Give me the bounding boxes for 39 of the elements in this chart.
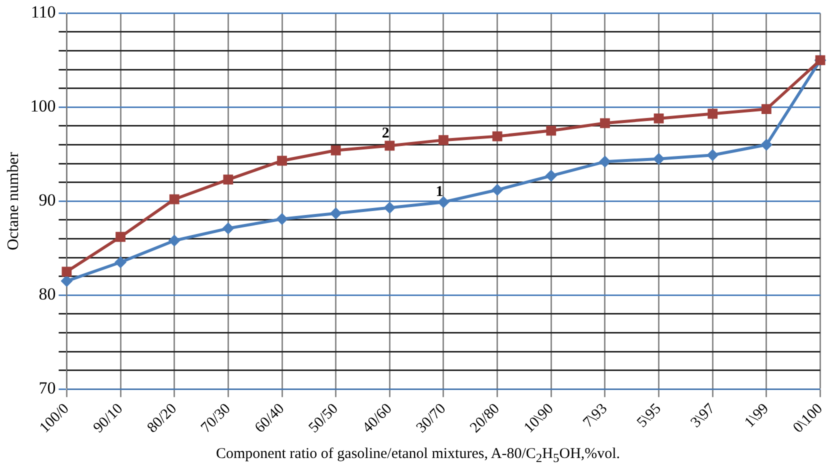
point xyxy=(492,131,502,142)
x-tick-label: 5\95 xyxy=(634,400,664,431)
point xyxy=(330,207,342,220)
y-tick-label: 100 xyxy=(30,96,56,116)
point xyxy=(276,213,288,226)
point xyxy=(546,126,556,136)
x-axis-title: Component ratio of gasoline/etanol mixtures, A-80/C$_{2}$H$_{5}$OH,%vol. xyxy=(214,446,622,466)
point xyxy=(169,194,180,204)
series-label: 1 xyxy=(436,184,444,200)
point xyxy=(600,118,610,128)
point xyxy=(62,266,72,277)
point xyxy=(652,152,665,165)
y-tick-label: 90 xyxy=(38,190,56,210)
x-tick-label: 7\93 xyxy=(580,400,611,431)
y-tick-label: 80 xyxy=(38,284,56,304)
point xyxy=(116,232,126,242)
x-tick-label: 3\97 xyxy=(688,400,719,431)
point xyxy=(708,108,718,119)
point xyxy=(760,138,772,151)
point xyxy=(438,135,448,146)
point xyxy=(384,140,395,151)
point xyxy=(706,149,719,162)
y-tick-label: 70 xyxy=(38,378,56,398)
point xyxy=(330,145,341,156)
point xyxy=(491,184,504,196)
point xyxy=(384,202,396,214)
point xyxy=(654,114,664,124)
point xyxy=(223,174,234,184)
point xyxy=(761,104,772,114)
point xyxy=(277,156,287,166)
point xyxy=(114,256,127,268)
point xyxy=(168,234,180,247)
y-tick-label: 110 xyxy=(30,2,56,22)
y-axis-title: Octane number xyxy=(4,151,22,250)
point xyxy=(598,156,611,168)
series-label: 2 xyxy=(382,126,390,142)
point xyxy=(545,170,558,182)
point xyxy=(222,222,234,234)
x-tick-label: 1\99 xyxy=(742,400,772,431)
